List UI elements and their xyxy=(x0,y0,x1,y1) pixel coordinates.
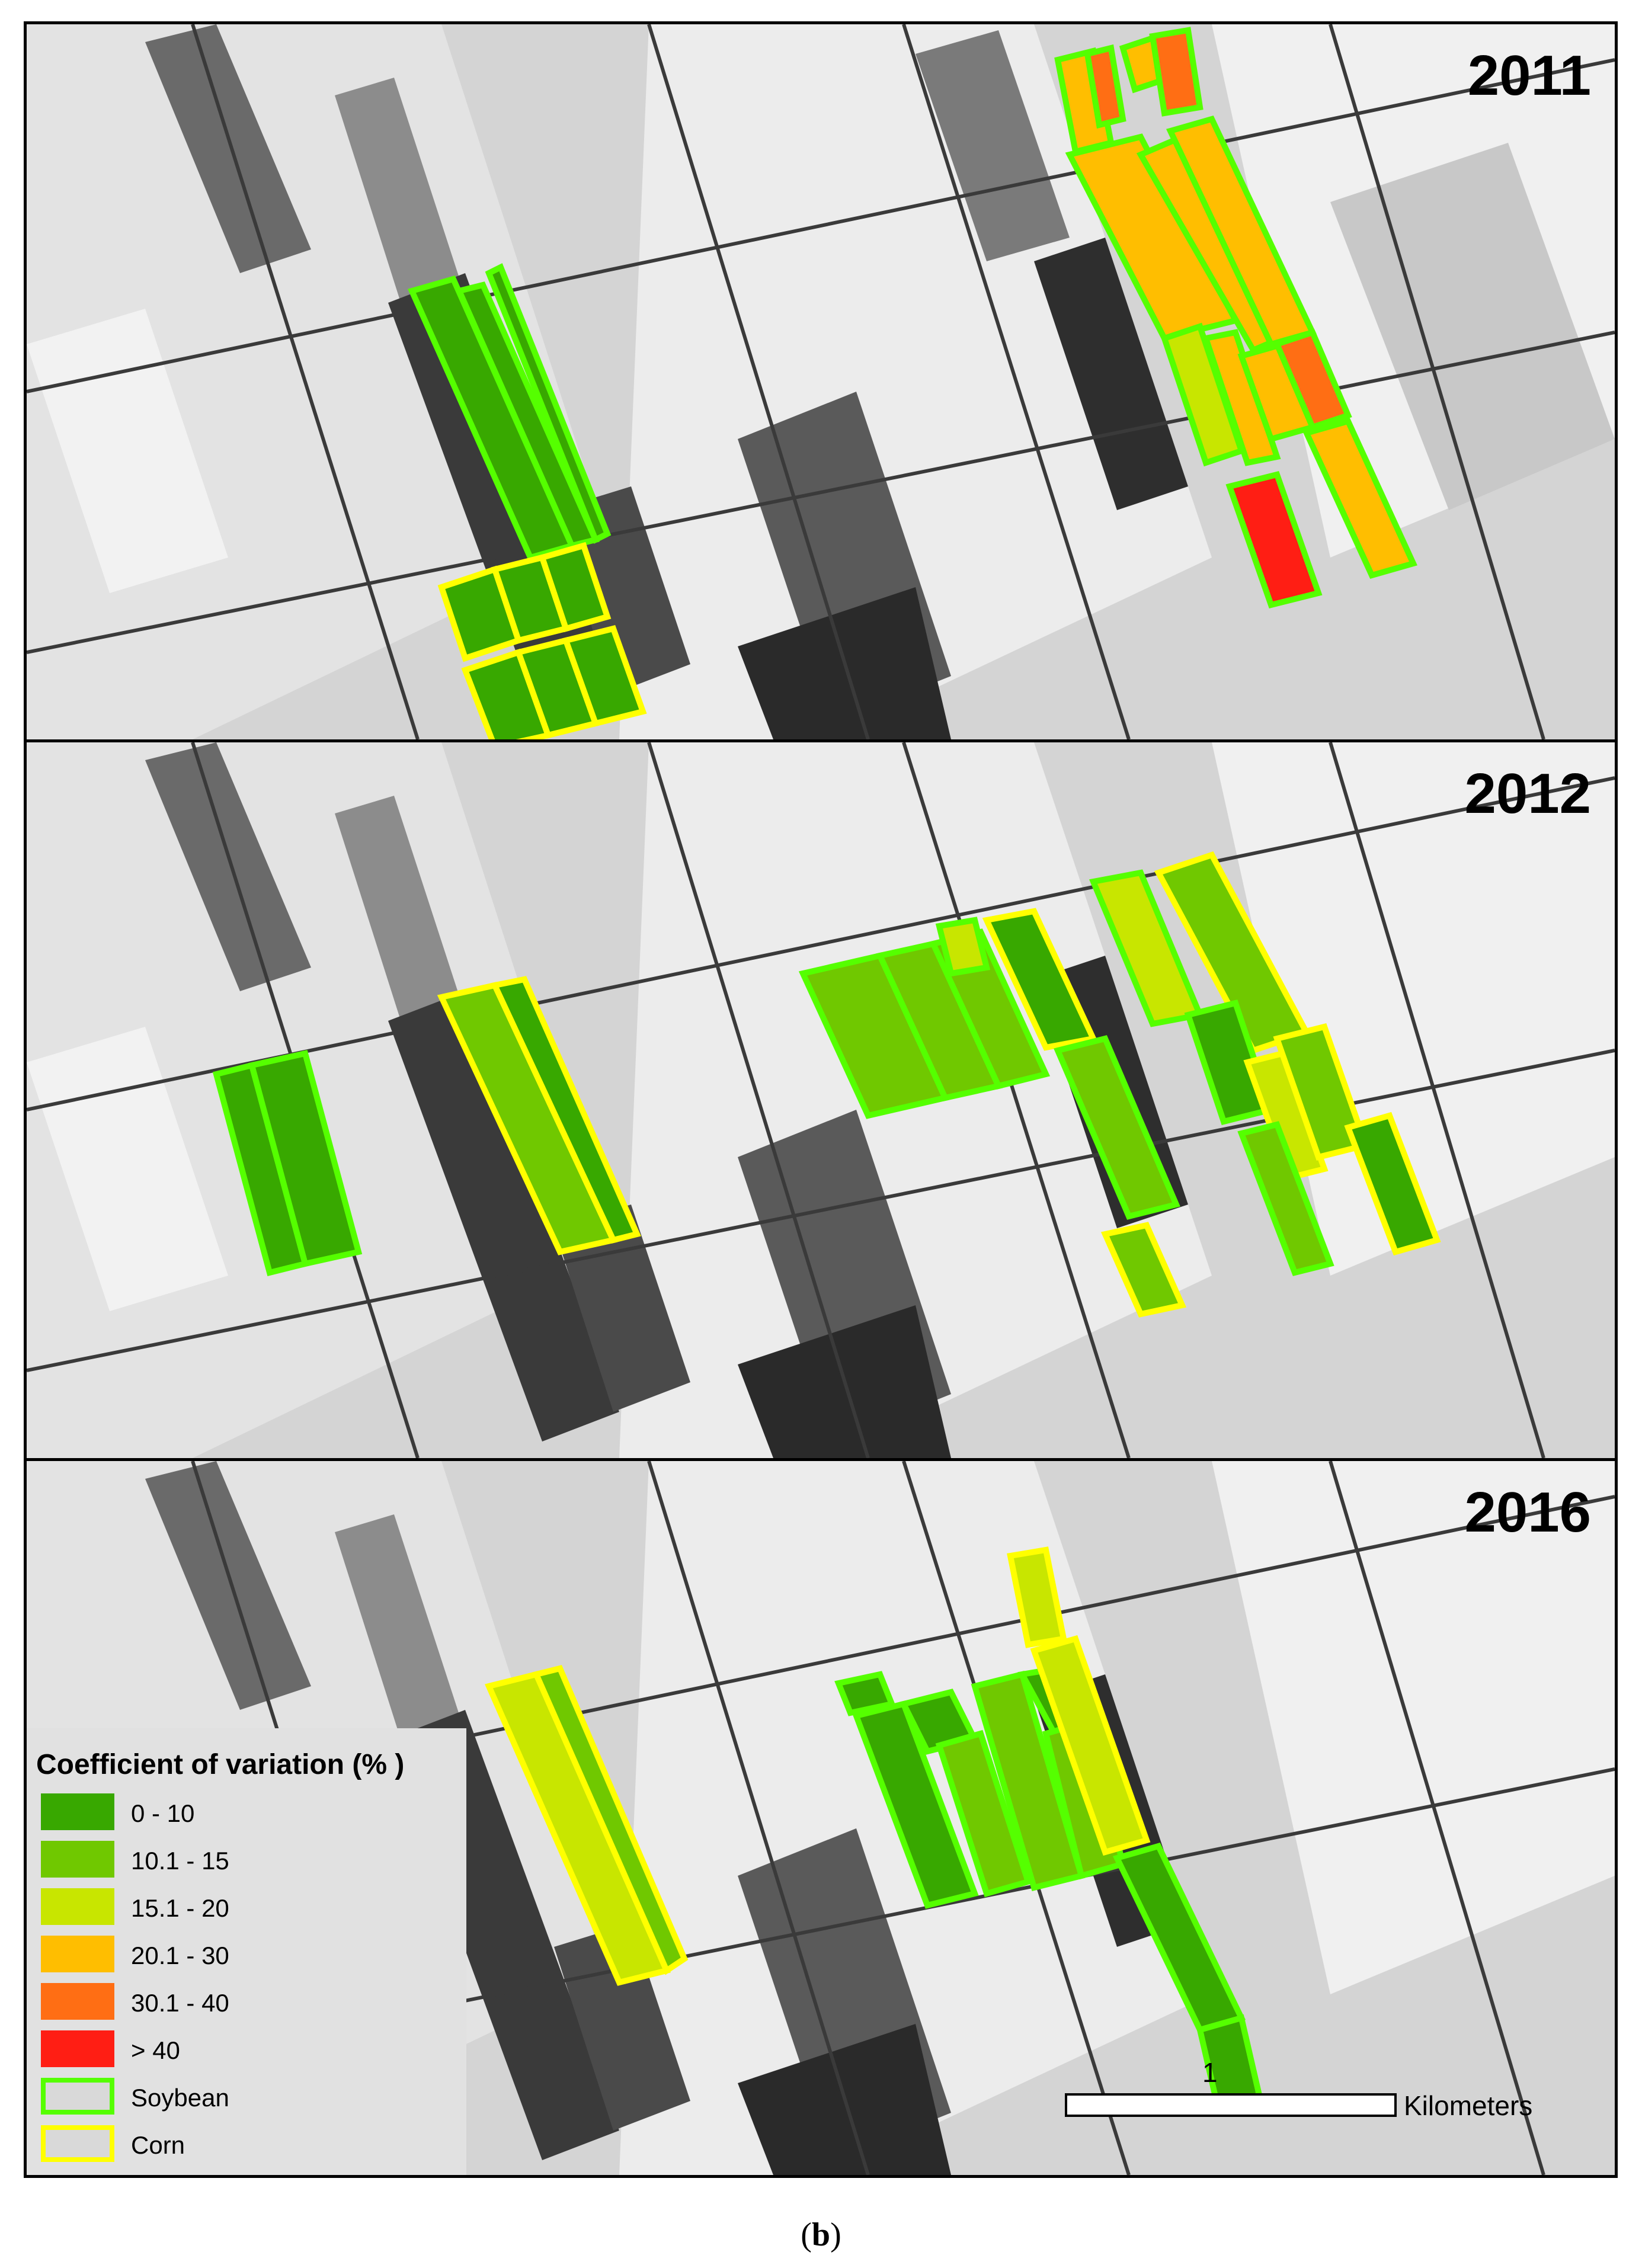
scale-bar: 1 Kilometers xyxy=(1065,2057,1532,2121)
panel-2011-map xyxy=(27,24,1615,739)
legend-label: Soybean xyxy=(131,2084,229,2112)
panel-divider xyxy=(27,1458,1615,1461)
legend-swatch xyxy=(41,1936,114,1972)
panel-year-label: 2016 xyxy=(1464,1481,1591,1544)
legend-item: 15.1 - 20 xyxy=(41,1888,456,1930)
crop-fields-2016 xyxy=(485,1546,1263,2111)
legend-item: 0 - 10 xyxy=(41,1793,456,1835)
panel-divider xyxy=(27,739,1615,742)
legend-item: > 40 xyxy=(41,2030,456,2072)
legend-swatch-soybean xyxy=(41,2078,114,2115)
legend-item: 20.1 - 30 xyxy=(41,1936,456,1977)
caption-letter: b xyxy=(811,2216,831,2253)
legend-label: 10.1 - 15 xyxy=(131,1847,229,1875)
scale-bar-value: 1 xyxy=(1202,2057,1218,2088)
crop-fields-2012 xyxy=(212,851,1441,1318)
legend-item-corn: Corn xyxy=(41,2125,456,2167)
legend-item-soybean: Soybean xyxy=(41,2078,456,2119)
map-panel-2011: 2011 xyxy=(27,24,1615,739)
legend-swatch-corn xyxy=(41,2125,114,2162)
legend-label: 30.1 - 40 xyxy=(131,1989,229,2017)
legend-swatch xyxy=(41,1983,114,2020)
map-figure: 2011 xyxy=(24,21,1618,2178)
legend-label: > 40 xyxy=(131,2036,180,2064)
legend-item: 30.1 - 40 xyxy=(41,1983,456,2024)
figure-caption: (b) xyxy=(0,2216,1642,2254)
map-legend: Coefficient of variation (% ) 0 - 10 10.… xyxy=(27,1728,466,2175)
legend-swatch xyxy=(41,1793,114,1830)
panel-2012-map xyxy=(27,742,1615,1458)
scale-bar-unit: Kilometers xyxy=(1404,2090,1533,2121)
panel-year-label: 2012 xyxy=(1464,762,1591,825)
legend-title: Coefficient of variation (% ) xyxy=(36,1749,405,1780)
caption-open: ( xyxy=(801,2216,812,2253)
scale-bar-box xyxy=(1065,2093,1397,2117)
legend-label: 15.1 - 20 xyxy=(131,1894,229,1922)
legend-swatch xyxy=(41,1888,114,1925)
legend-swatch xyxy=(41,1841,114,1878)
legend-label: Corn xyxy=(131,2131,185,2159)
legend-label: 20.1 - 30 xyxy=(131,1942,229,1969)
legend-swatch xyxy=(41,2030,114,2067)
legend-label: 0 - 10 xyxy=(131,1799,195,1827)
caption-close: ) xyxy=(830,2216,841,2253)
crop-fields-2011 xyxy=(408,27,1417,739)
field-roads xyxy=(27,24,1615,739)
legend-item: 10.1 - 15 xyxy=(41,1841,456,1882)
panel-year-label: 2011 xyxy=(1467,44,1591,107)
map-panel-2012: 2012 xyxy=(27,742,1615,1458)
